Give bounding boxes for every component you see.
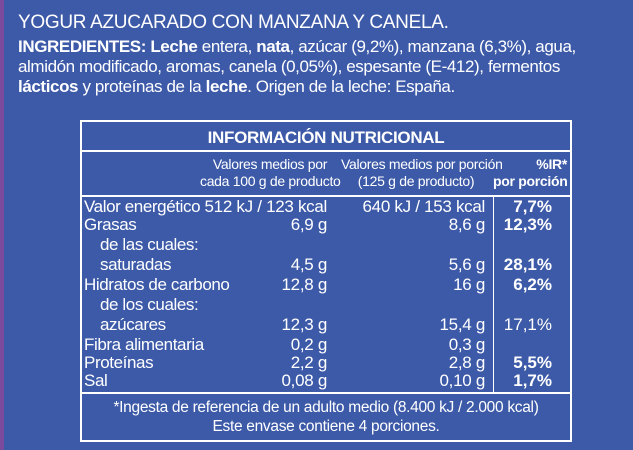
value-per-100g: 512 kJ / 123 kcal: [204, 197, 328, 216]
value-per-100g: 12,8 g: [281, 275, 328, 294]
header-per-100g-line2: cada 100 g de producto: [200, 173, 341, 189]
product-title: YOGUR AZUCARADO CON MANZANA Y CANELA.: [18, 12, 449, 33]
portions-note: Este envase contiene 4 porciones.: [212, 418, 440, 435]
value-per-100g: 2,2 g: [290, 353, 328, 372]
header-per-portion-line2: (125 g de producto): [357, 173, 475, 189]
header-divider: [82, 195, 570, 197]
header-per-portion-line1: Valores medios por porción: [341, 156, 503, 172]
column-divider: [493, 195, 494, 392]
value-per-portion: 2,8 g: [448, 353, 486, 372]
header-ir-line2: por porción: [493, 173, 568, 189]
ingredient-allergen: leche: [205, 77, 248, 96]
ingredient-text: , azúcar (9,2%), manzana (6,3%), agua, a…: [18, 37, 576, 76]
value-per-100g: 12,3 g: [281, 315, 328, 334]
ingredient-text: . Origen de la leche: España.: [247, 77, 455, 96]
nutrient-label: saturadas: [100, 255, 172, 274]
nutrient-label: Sal: [84, 371, 108, 390]
nutrient-label: Hidratos de carbono: [84, 275, 230, 294]
value-per-100g: 0,08 g: [281, 371, 328, 390]
value-ir-percent: 12,3%: [503, 215, 552, 234]
header-per-portion: Valores medios por porción (125 g de pro…: [341, 156, 503, 190]
value-per-portion: 0,10 g: [439, 371, 486, 390]
header-ir-line1: %IR*: [536, 156, 567, 172]
nutrition-table: INFORMACIÓN NUTRICIONAL Valores medios p…: [80, 120, 572, 442]
value-per-portion: 8,6 g: [448, 215, 486, 234]
header-per-100g: Valores medios por cada 100 g de product…: [200, 156, 341, 190]
title-divider: [82, 150, 570, 152]
nutrient-label: de los cuales:: [100, 295, 199, 314]
value-ir-percent: 1,7%: [513, 371, 552, 390]
ingredient-allergen: nata: [256, 37, 290, 56]
nutrient-label: de las cuales:: [100, 235, 199, 254]
ingredients-label: INGREDIENTES:: [18, 37, 146, 56]
ingredient-allergen: Leche: [150, 37, 198, 56]
ingredient-text: entera,: [197, 37, 257, 56]
left-edge-stripe: [0, 0, 4, 450]
ingredients-list: Leche entera, nata, azúcar (9,2%), manza…: [18, 37, 576, 96]
value-ir-percent: 6,2%: [513, 275, 552, 294]
reference-intake-note: *Ingesta de referencia de un adulto medi…: [113, 399, 539, 416]
value-per-portion: 15,4 g: [439, 315, 486, 334]
nutrient-label: azúcares: [100, 315, 166, 334]
header-per-100g-line1: Valores medios por: [212, 156, 328, 172]
value-ir-percent: 7,7%: [513, 197, 552, 216]
ingredient-allergen: lácticos: [18, 77, 79, 96]
nutrition-title: INFORMACIÓN NUTRICIONAL: [207, 128, 445, 147]
value-per-portion: 640 kJ / 153 kcal: [362, 197, 486, 216]
value-ir-percent: 28,1%: [503, 255, 552, 274]
ingredient-text: y proteínas de la: [78, 77, 206, 96]
value-per-portion: 0,3 g: [448, 335, 486, 354]
ingredients-text: INGREDIENTES: Leche entera, nata, azúcar…: [18, 37, 623, 97]
value-per-100g: 0,2 g: [290, 335, 328, 354]
nutrient-label: Valor energético: [84, 197, 201, 216]
header-ir: %IR* por porción: [493, 156, 568, 190]
footer-divider: [82, 392, 570, 394]
value-per-100g: 4,5 g: [290, 255, 328, 274]
value-per-portion: 5,6 g: [448, 255, 486, 274]
nutrient-label: Proteínas: [84, 353, 154, 372]
value-ir-percent: 5,5%: [513, 353, 552, 372]
value-ir-percent: 17,1%: [503, 315, 552, 334]
nutrient-label: Grasas: [84, 215, 137, 234]
nutrient-label: Fibra alimentaria: [84, 335, 204, 354]
value-per-portion: 16 g: [453, 275, 485, 294]
value-per-100g: 6,9 g: [290, 215, 328, 234]
